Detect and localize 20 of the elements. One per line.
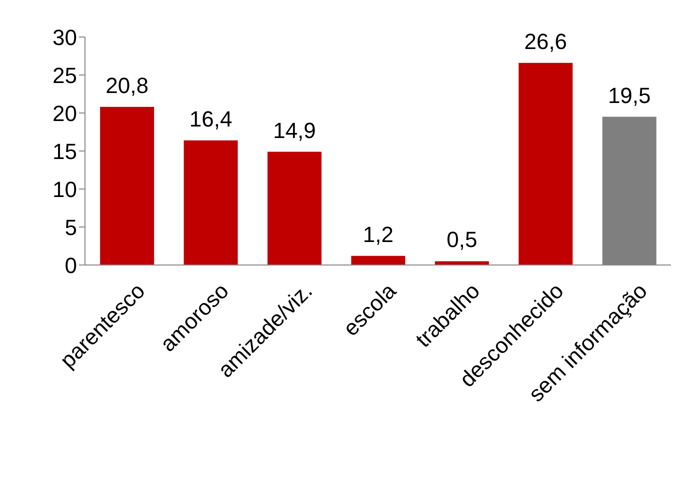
y-tick-label: 0	[64, 252, 77, 278]
y-tick-label: 5	[64, 214, 77, 240]
bar	[267, 152, 322, 265]
y-tick-label: 10	[52, 176, 77, 202]
data-label: 19,5	[608, 82, 651, 108]
bar	[351, 256, 406, 265]
y-tick-label: 25	[52, 62, 77, 88]
y-tick-label: 20	[52, 100, 77, 126]
data-label: 26,6	[524, 28, 568, 54]
data-label: 1,2	[362, 222, 394, 247]
data-label: 14,9	[273, 118, 316, 143]
bar	[518, 62, 573, 265]
data-label: 0,5	[446, 227, 478, 252]
data-label: 20,8	[106, 72, 148, 98]
bar	[184, 140, 238, 265]
y-tick-label: 15	[52, 138, 77, 164]
bar	[434, 261, 489, 265]
bar	[100, 106, 154, 265]
data-label: 16,4	[189, 106, 232, 132]
y-tick-label: 30	[52, 24, 77, 50]
